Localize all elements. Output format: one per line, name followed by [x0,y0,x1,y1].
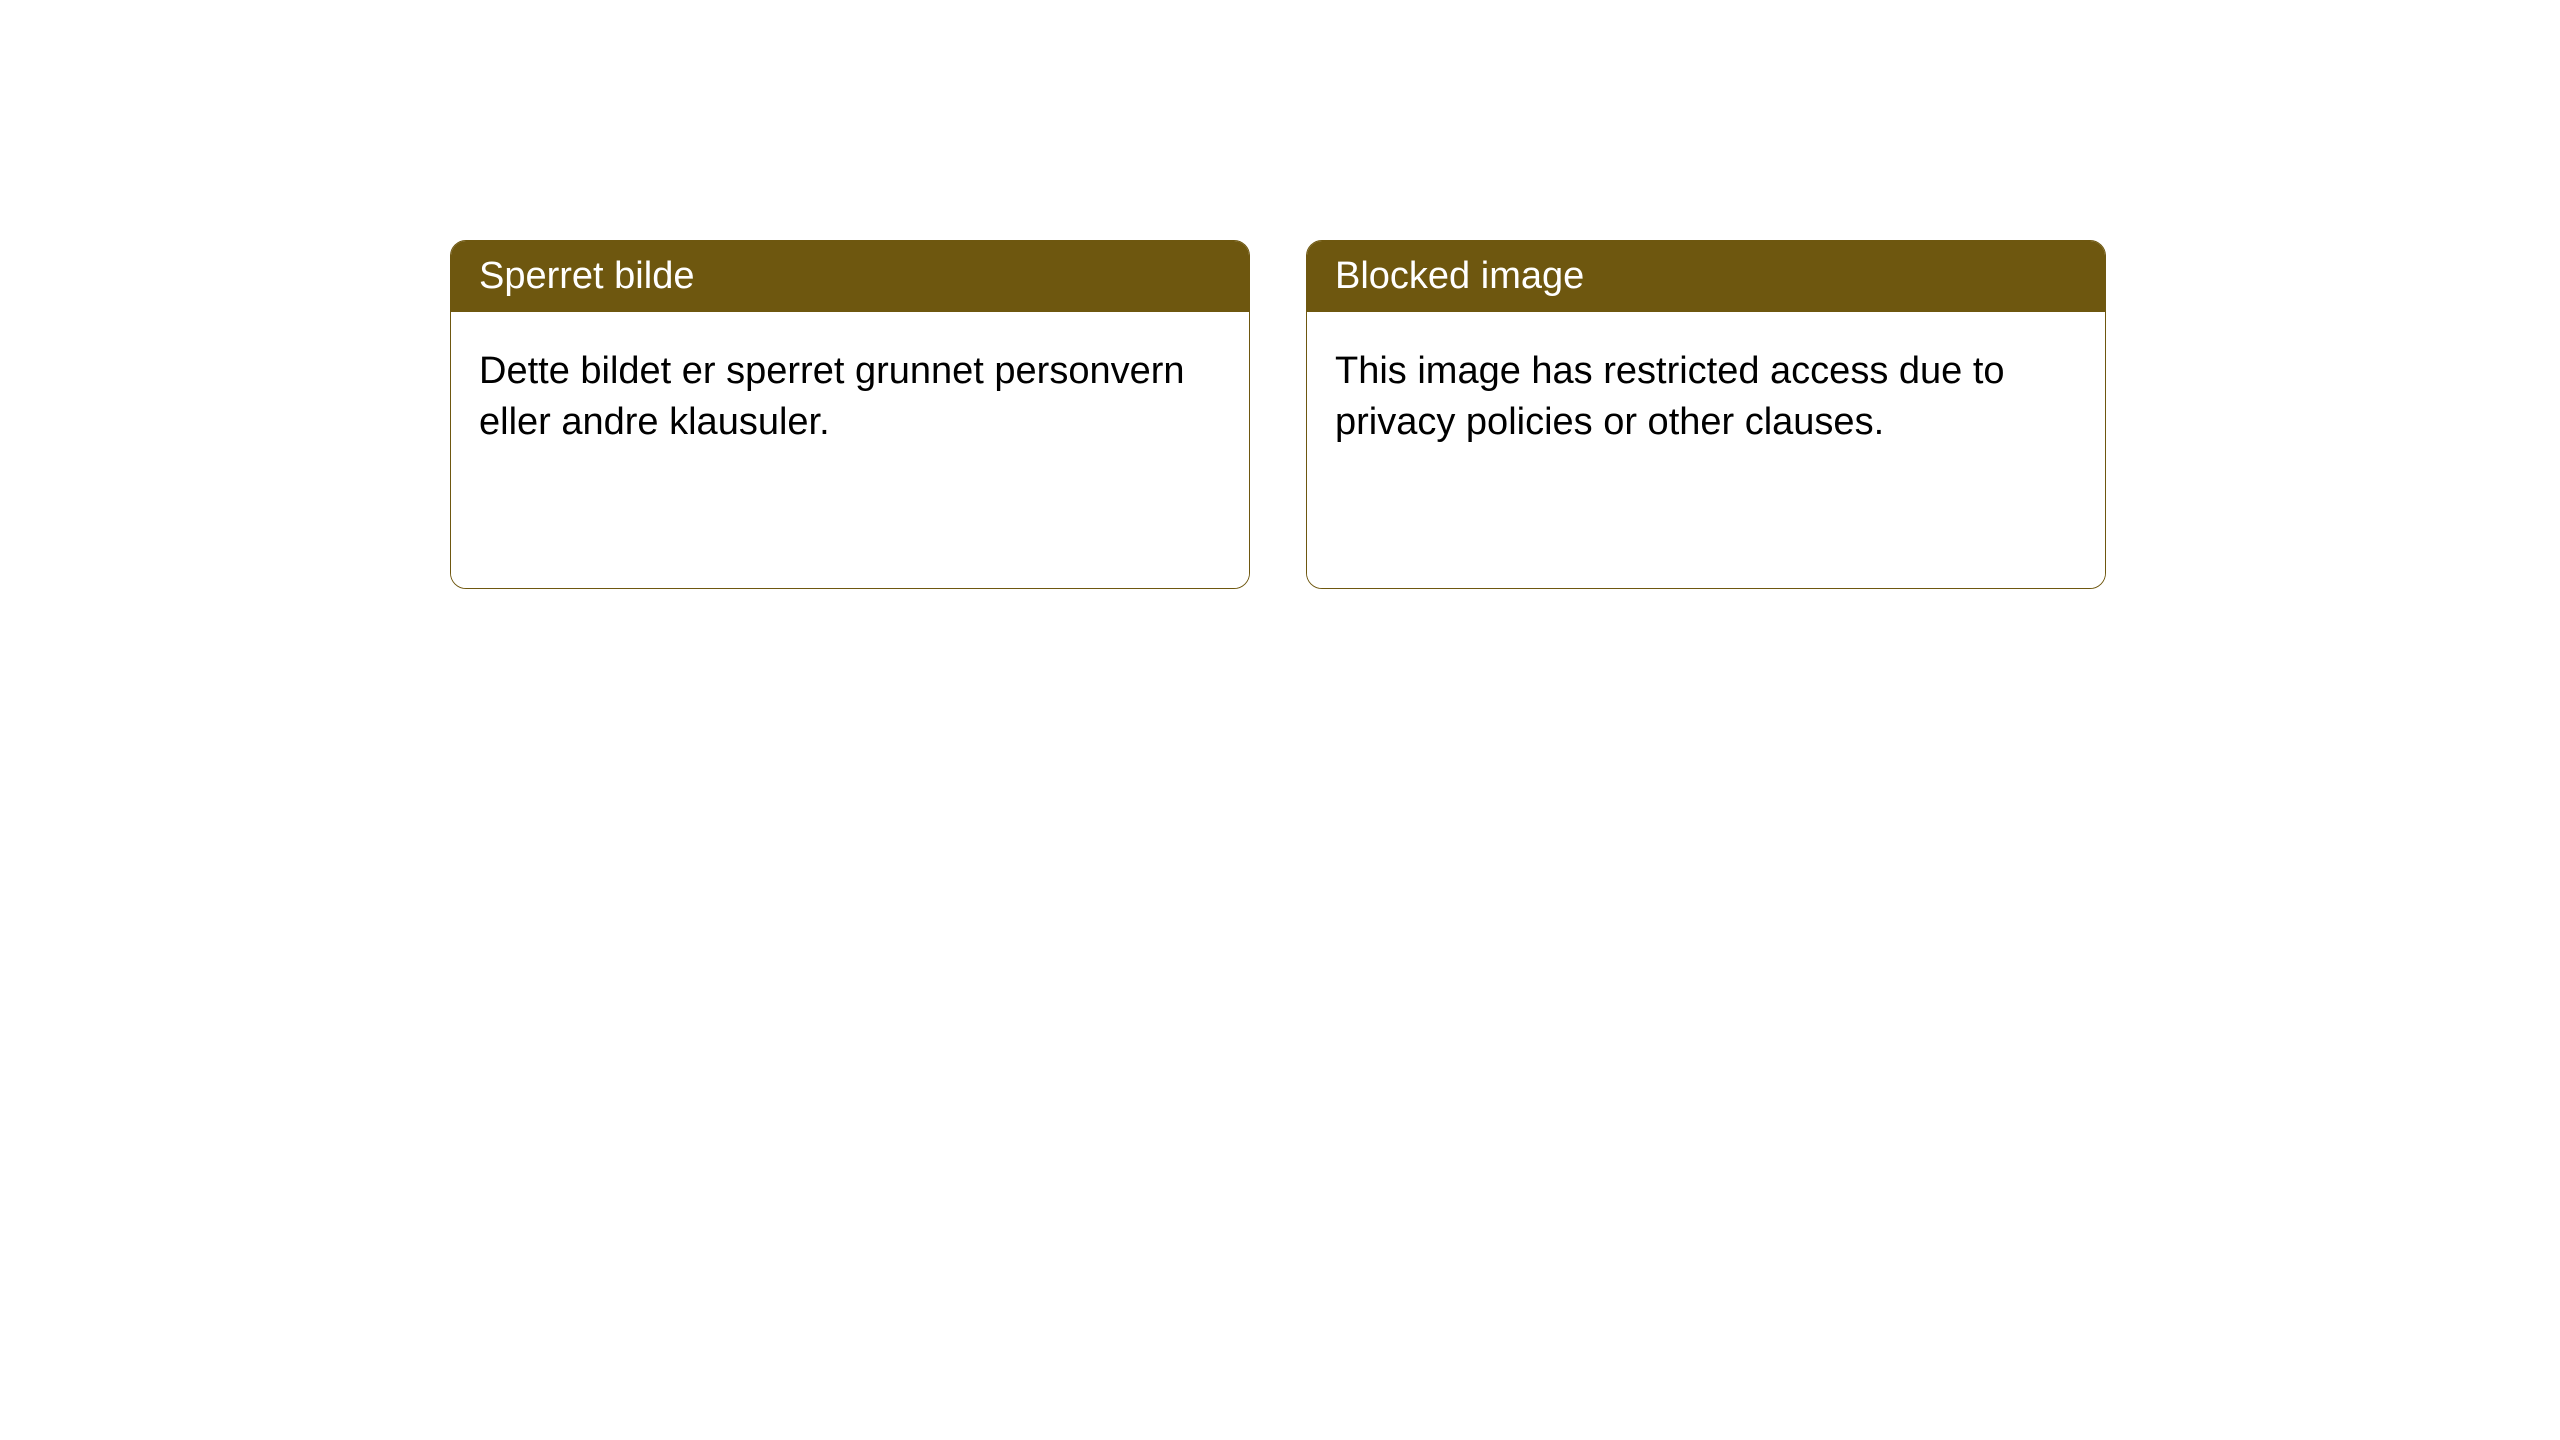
card-body-text: Dette bildet er sperret grunnet personve… [479,346,1221,449]
card-title: Blocked image [1335,255,1584,297]
blocked-image-card-no: Sperret bilde Dette bildet er sperret gr… [450,240,1250,589]
card-body: Dette bildet er sperret grunnet personve… [451,312,1249,588]
card-body: This image has restricted access due to … [1307,312,2105,588]
card-header: Sperret bilde [451,241,1249,312]
card-header: Blocked image [1307,241,2105,312]
alert-cards-container: Sperret bilde Dette bildet er sperret gr… [450,240,2106,589]
card-body-text: This image has restricted access due to … [1335,346,2077,449]
blocked-image-card-en: Blocked image This image has restricted … [1306,240,2106,589]
card-title: Sperret bilde [479,255,694,297]
